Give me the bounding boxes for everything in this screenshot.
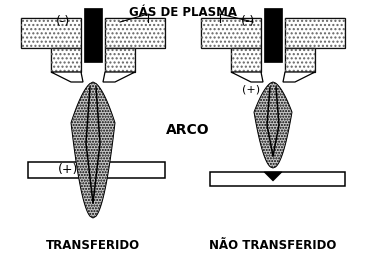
Bar — [231, 48, 261, 72]
Polygon shape — [103, 72, 135, 82]
Bar — [231, 48, 261, 72]
Bar — [201, 18, 261, 48]
Bar — [285, 48, 315, 72]
Text: GÁS DE PLASMA: GÁS DE PLASMA — [129, 6, 237, 19]
Bar — [105, 48, 135, 72]
Bar — [264, 8, 282, 62]
Bar — [201, 18, 261, 48]
Polygon shape — [264, 172, 282, 181]
Text: ARCO: ARCO — [166, 123, 210, 137]
Bar — [84, 8, 102, 62]
Bar — [285, 18, 345, 48]
Bar — [105, 18, 165, 48]
Bar — [51, 48, 81, 72]
Bar — [28, 162, 165, 178]
Polygon shape — [254, 82, 292, 168]
Text: TRANSFERIDO: TRANSFERIDO — [46, 239, 140, 252]
Bar — [21, 18, 81, 48]
Polygon shape — [283, 72, 315, 82]
Bar — [105, 48, 135, 72]
Polygon shape — [71, 82, 115, 218]
Bar — [21, 18, 81, 48]
Bar — [105, 18, 165, 48]
Polygon shape — [231, 72, 263, 82]
Text: NÃO TRANSFERIDO: NÃO TRANSFERIDO — [209, 239, 337, 252]
Text: (-): (-) — [241, 15, 255, 29]
Bar — [210, 172, 345, 186]
Text: (+): (+) — [242, 85, 260, 95]
Bar — [285, 18, 345, 48]
Bar — [285, 48, 315, 72]
Text: (-): (-) — [56, 15, 70, 29]
Text: (+): (+) — [58, 163, 78, 177]
Polygon shape — [51, 72, 83, 82]
Bar — [51, 48, 81, 72]
